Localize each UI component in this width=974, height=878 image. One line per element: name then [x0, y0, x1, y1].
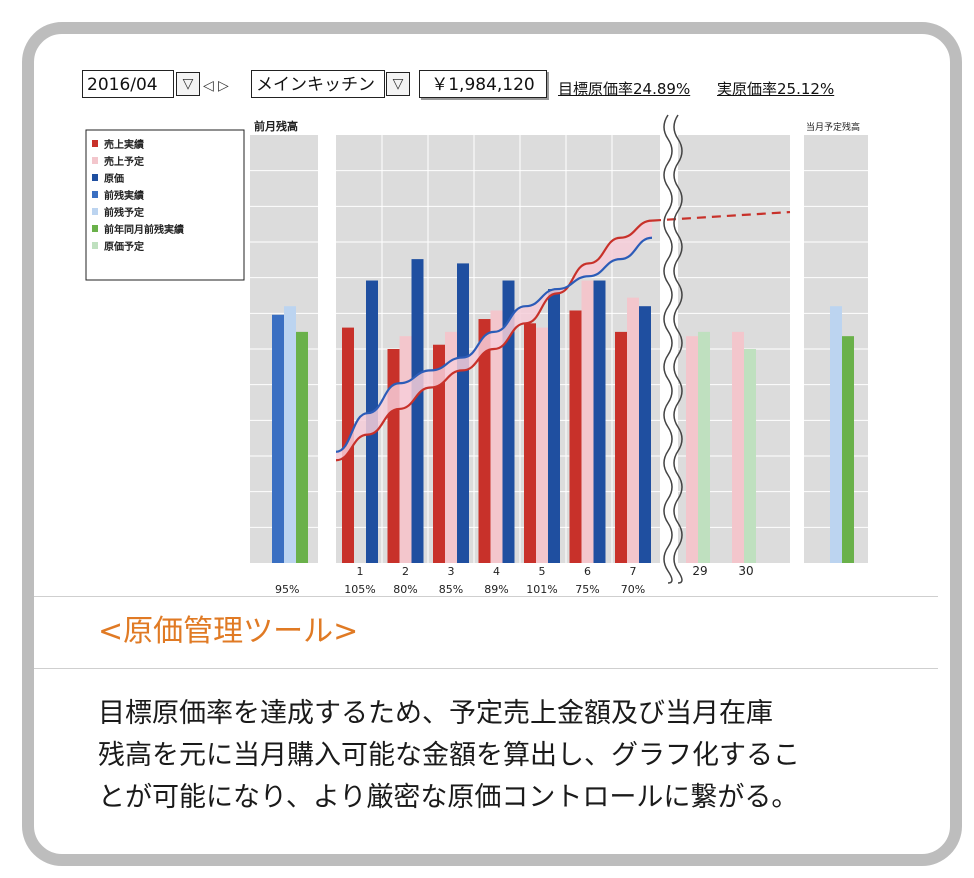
location-dropdown-button[interactable]: ▽	[386, 72, 410, 96]
bar-sales	[615, 331, 627, 563]
bar-cost-plan	[744, 349, 756, 563]
legend-swatch	[92, 225, 98, 232]
bar-cost-plan	[698, 331, 710, 563]
line-sales	[335, 219, 653, 462]
legend-label: 前年同月前残実績	[104, 223, 184, 236]
bar-sales	[433, 344, 445, 563]
tool-description: 目標原価率を達成するため、予定売上金額及び当月在庫 残高を元に当月購入可能な金額…	[98, 693, 878, 819]
location-select[interactable]: メインキッチン	[251, 70, 385, 98]
caption-divider-2	[34, 668, 938, 669]
target-cost-rate: 目標原価率24.89%	[558, 80, 691, 98]
bar-sales-plan	[686, 336, 698, 563]
bar-sales	[478, 319, 491, 563]
bar-prev-balance	[284, 306, 296, 563]
bar-cost	[457, 263, 469, 563]
axis-break-left	[663, 114, 673, 584]
prev-balance-pct: 95%	[275, 583, 299, 596]
day-pct-label: 75%	[575, 583, 599, 596]
day-label: 6	[584, 565, 591, 578]
legend-swatch	[92, 191, 98, 198]
legend-label: 前残予定	[104, 206, 144, 219]
day-label: 4	[493, 565, 500, 578]
bar-sales-plan	[399, 336, 412, 563]
bar-sales	[569, 310, 582, 563]
day-pct-label: 89%	[484, 583, 508, 596]
bar-sales	[387, 349, 400, 563]
line-cost	[335, 236, 653, 453]
amount-display: ￥1,984,120	[419, 70, 547, 98]
legend-swatch	[92, 174, 98, 181]
actual-cost-rate: 実原価率25.12%	[717, 80, 835, 98]
month-end-label: 当月予定残高	[806, 121, 860, 133]
legend-swatch	[92, 140, 98, 147]
day-pct-label: 80%	[393, 583, 417, 596]
legend-label: 売上予定	[104, 155, 144, 168]
next-month-icon[interactable]: ▷	[218, 78, 229, 94]
bar-sales-plan	[627, 297, 639, 563]
day-label: 30	[738, 564, 753, 578]
bar-cost	[411, 259, 424, 563]
day-pct-label: 105%	[344, 583, 375, 596]
legend-swatch	[92, 208, 98, 215]
month-dropdown-button[interactable]: ▽	[176, 72, 200, 96]
cost-chart: 前月残高 当月予定残高 売上実績売上予定原価前残実績前残予定前年同月前残実績原価…	[85, 114, 868, 596]
axis-break-right	[673, 114, 683, 584]
legend-box	[85, 129, 245, 281]
bar-sales-plan	[445, 331, 457, 563]
bar-prev-balance	[272, 314, 284, 563]
description-line: とが可能になり、より厳密な原価コントロールに繋がる。	[98, 782, 799, 813]
day-pct-label: 101%	[526, 583, 557, 596]
day-pct-label: 70%	[621, 583, 645, 596]
description-line: 目標原価率を達成するため、予定売上金額及び当月在庫	[98, 698, 773, 729]
day-label: 29	[692, 564, 707, 578]
bar-month-end-plan	[830, 306, 842, 563]
day-label: 7	[630, 565, 637, 578]
day-label: 3	[448, 565, 455, 578]
day-label: 1	[357, 565, 364, 578]
legend-label: 売上実績	[104, 138, 144, 151]
legend-swatch	[92, 157, 98, 164]
bar-sales	[524, 323, 536, 563]
prev-balance-label: 前月残高	[254, 119, 298, 133]
bar-cost	[593, 280, 606, 563]
day-label: 2	[402, 565, 409, 578]
prev-month-icon[interactable]: ◁	[203, 78, 214, 94]
caption-divider	[34, 596, 938, 597]
bar-sales-plan	[490, 310, 503, 563]
bar-sales-plan	[581, 280, 594, 563]
legend-label: 前残実績	[104, 189, 144, 202]
description-line: 残高を元に当月購入可能な金額を算出し、グラフ化するこ	[98, 740, 800, 771]
month-select[interactable]: 2016/04	[82, 70, 174, 98]
bar-sales-plan	[536, 327, 548, 563]
day-pct-label: 85%	[439, 583, 463, 596]
bar-cost	[639, 306, 651, 563]
bar-month-end-prev-year	[842, 336, 854, 563]
legend-swatch	[92, 242, 98, 249]
tool-title: <原価管理ツール>	[98, 614, 359, 649]
legend-label: 原価	[104, 172, 124, 185]
bar-sales-plan	[732, 331, 744, 563]
bar-prev-balance	[296, 331, 308, 563]
legend-label: 原価予定	[104, 240, 144, 253]
bar-cost	[548, 289, 560, 563]
bar-cost	[502, 280, 515, 563]
day-label: 5	[539, 565, 546, 578]
